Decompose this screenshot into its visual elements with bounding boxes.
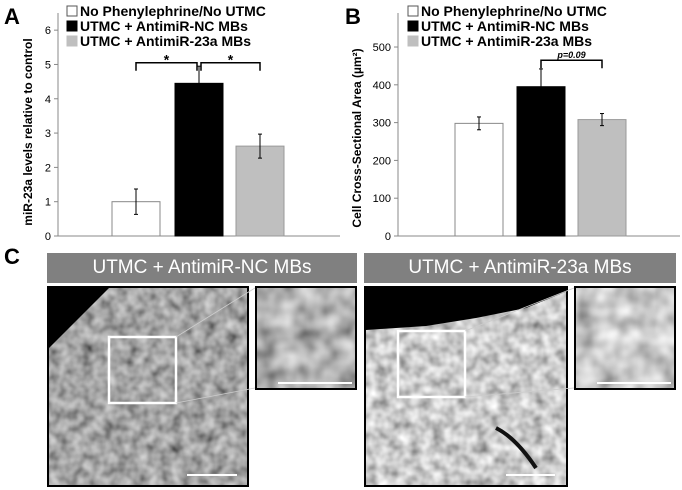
legend-label: No Phenylephrine/No UTMC	[80, 3, 266, 19]
significance-label: p=0.09	[556, 50, 585, 60]
panel-c-right-title: UTMC + AntimiR-23a MBs	[364, 253, 676, 283]
y-tick-label: 0	[45, 231, 51, 243]
y-axis-label: miR-23a levels relative to control	[21, 38, 35, 225]
y-tick-label: 500	[373, 42, 391, 54]
legend-label: UTMC + AntimiR-23a MBs	[80, 33, 251, 49]
bar	[174, 82, 224, 237]
micrograph-right	[364, 286, 568, 487]
zoom-line	[464, 287, 575, 332]
panel-label-b: B	[345, 4, 361, 29]
zoom-box-right	[396, 329, 467, 399]
zoom-box-left	[107, 335, 178, 405]
significance-bracket	[540, 59, 603, 69]
y-tick-label: 200	[373, 155, 391, 167]
legend-label: No Phenylephrine/No UTMC	[421, 3, 607, 19]
panel-c-left-title: UTMC + AntimiR-NC MBs	[47, 253, 357, 283]
legend-swatch	[66, 20, 78, 32]
bar	[516, 86, 566, 237]
y-tick-label: 0	[385, 231, 391, 243]
legend-swatch	[407, 20, 419, 32]
significance-label: *	[164, 52, 170, 68]
panel-label-a: A	[4, 4, 20, 29]
bar	[235, 145, 285, 237]
y-tick-label: 4	[45, 94, 51, 106]
legend-swatch	[407, 35, 419, 47]
significance-bracket	[200, 61, 261, 71]
legend-label: UTMC + AntimiR-NC MBs	[80, 18, 248, 34]
zoom-line	[175, 387, 256, 404]
y-tick-label: 400	[373, 80, 391, 92]
y-tick-label: 300	[373, 118, 391, 130]
y-tick-label: 1	[45, 197, 51, 209]
y-axis-label: Cell Cross-Sectional Area (µm²)	[350, 48, 364, 227]
legend-label: UTMC + AntimiR-NC MBs	[421, 18, 589, 34]
significance-bracket	[135, 61, 198, 71]
y-tick-label: 3	[45, 128, 51, 140]
y-tick-label: 100	[373, 193, 391, 205]
zoom-line	[464, 387, 575, 398]
micrograph-right-inset	[574, 286, 676, 390]
y-tick-label: 6	[45, 25, 51, 37]
bar	[454, 122, 504, 237]
zoom-line	[175, 287, 256, 338]
legend-swatch	[66, 5, 78, 17]
y-tick-label: 2	[45, 162, 51, 174]
y-tick-label: 5	[45, 59, 51, 71]
legend-label: UTMC + AntimiR-23a MBs	[421, 33, 592, 49]
legend-swatch	[407, 5, 419, 17]
significance-label: *	[228, 52, 234, 68]
legend-swatch	[66, 35, 78, 47]
micrograph-left	[47, 286, 249, 487]
bar	[577, 119, 627, 237]
micrograph-left-inset	[255, 286, 357, 390]
panel-label-c: C	[4, 244, 20, 269]
